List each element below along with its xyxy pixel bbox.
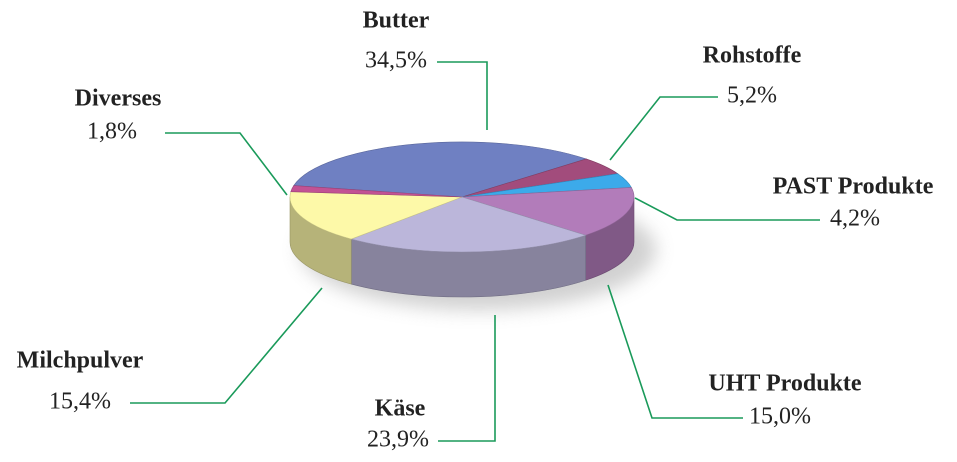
slice-name: Diverses: [75, 86, 162, 112]
slice-value: 4,2%: [830, 206, 880, 232]
slice-name: Rohstoffe: [703, 43, 802, 69]
leader-line: [437, 61, 488, 130]
slice-value: 34,5%: [365, 48, 427, 74]
pie-slice: [293, 141, 588, 198]
slice-value: 5,2%: [727, 83, 777, 109]
slice-value: 15,0%: [749, 404, 811, 430]
slice-value: 15,4%: [49, 389, 111, 415]
slice-name: Käse: [375, 396, 426, 422]
pie-slice: [461, 187, 635, 236]
leader-line: [634, 197, 820, 221]
pie-slice: [290, 185, 463, 198]
slice-name: Butter: [363, 8, 430, 34]
leader-line: [130, 287, 323, 404]
leader-line: [438, 315, 496, 442]
slice-name: Milchpulver: [17, 348, 144, 374]
leader-line: [165, 132, 288, 196]
slice-value: 1,8%: [87, 119, 137, 145]
slice-value: 23,9%: [367, 427, 429, 453]
leader-line: [609, 96, 718, 161]
pie-slice: [289, 191, 463, 240]
pie-slice: [350, 196, 587, 253]
slice-name: UHT Produkte: [708, 371, 861, 397]
slice-name: PAST Produkte: [773, 174, 934, 200]
leader-line: [607, 284, 743, 419]
